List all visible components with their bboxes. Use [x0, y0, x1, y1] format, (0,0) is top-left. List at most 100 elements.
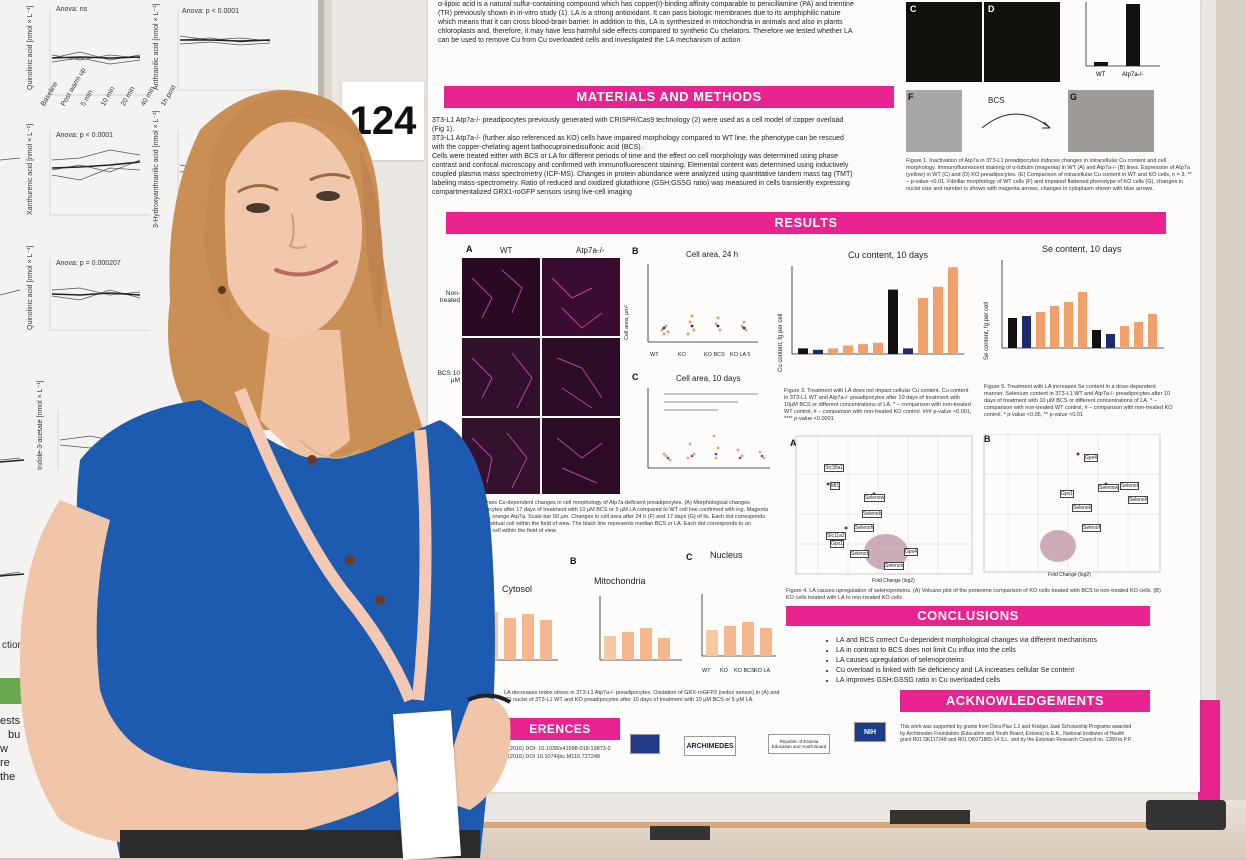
- se-bar: [1036, 312, 1045, 348]
- cell-magenta-strokes: [471, 269, 603, 489]
- cu-bar: [798, 348, 808, 354]
- materials-line: 3T3-L1 Atp7a-/- preadipocytes previously…: [432, 117, 844, 124]
- volcano-gene-label: Selenok: [862, 510, 883, 518]
- hair-front: [204, 91, 366, 320]
- redox-cat: KO LA: [754, 668, 771, 674]
- cu-bar: [933, 286, 943, 354]
- volcano-gene-label: Selenow: [1098, 484, 1120, 492]
- lanyard-left: [234, 387, 416, 703]
- board-foot: [650, 826, 710, 840]
- se-bar: [1050, 306, 1059, 348]
- redox-charts: [481, 594, 776, 661]
- redox-cat: KO: [720, 668, 728, 674]
- se-bar: [1022, 316, 1031, 348]
- fig3-caption: Figure 3. Treatment with LA does not imp…: [784, 388, 972, 422]
- left-graph-title: Anova: ns: [56, 6, 88, 13]
- se-bar: [1148, 314, 1157, 348]
- cu-bar: [873, 342, 883, 354]
- materials-line: with the copper-chelating agent bathocup…: [432, 144, 643, 151]
- cat-label: KO: [678, 352, 686, 358]
- redox-bar: [504, 618, 516, 660]
- panel-label: D: [988, 4, 995, 14]
- volcano-gene-label: Selenot: [1120, 482, 1139, 490]
- bcs-label: BCS: [988, 96, 1005, 105]
- cu-bar: [903, 348, 913, 354]
- cu-content-chart: [791, 266, 964, 355]
- bar-wt: [1094, 62, 1108, 66]
- intro-line: can be used to remove Cu from Cu overloa…: [438, 37, 741, 44]
- left-eye: [246, 203, 270, 213]
- panel-label: B: [570, 556, 577, 566]
- panel-label: A: [466, 244, 473, 254]
- left-arm: [19, 500, 401, 847]
- ack-line: by Archimedes Foundation (Education and …: [900, 730, 1125, 737]
- row-label-bcs: BCS 10 µM: [437, 370, 460, 384]
- volcano-gene-label: Gpx4: [1084, 454, 1098, 462]
- materials-header: MATERIALS AND METHODS: [444, 86, 894, 108]
- bar-ko: [1126, 4, 1140, 66]
- materials-line: coupled plasma mass spectrometry (ICP-MS…: [432, 171, 853, 178]
- estonia-logo: Republic of Estonia Education and Youth …: [768, 734, 830, 754]
- board-foot: [890, 810, 970, 824]
- redox-bar: [604, 636, 616, 660]
- cu-bar: [948, 267, 958, 354]
- left-fragment: ction of: [2, 640, 35, 651]
- left-fragment: bu: [8, 729, 21, 741]
- references-header: ERENCES: [500, 718, 620, 740]
- se-bar: [1008, 318, 1017, 348]
- redox-title: Mitochondria: [594, 576, 646, 586]
- intro-line: chloroplasts and, therefore, it may have…: [438, 28, 853, 35]
- ack-line: grant R01 DK117248 and R01 DK071865-14 S…: [900, 737, 1132, 743]
- cu-content-mini-chart: WT Atp7a-/-: [1085, 2, 1160, 78]
- bcs-arrow-icon: [981, 113, 1051, 129]
- volcano-gene-label: Selenoh: [854, 524, 875, 532]
- panel-label: C: [632, 372, 639, 382]
- fig4-caption: Figure 4. LA causes upregulation of sele…: [786, 588, 1161, 601]
- conclusions-list: LA and BCS correct Cu-dependent morpholo…: [826, 636, 1166, 686]
- volcano-gene-label: Selenow: [864, 494, 886, 502]
- cu-bar: [843, 345, 853, 354]
- panel-label: B: [632, 246, 639, 256]
- volcano-gene-label: Slc11a2: [826, 532, 846, 540]
- necklace: [299, 439, 361, 459]
- panel-label: C: [686, 552, 693, 562]
- cell-area-10-title: Cell area, 10 days: [676, 374, 741, 383]
- micro-panel-c: [906, 2, 982, 82]
- micro-image: [542, 418, 620, 494]
- panel-label: C: [910, 4, 917, 14]
- ack-line: This work was supported by grants from D…: [900, 724, 1132, 730]
- redox-bar: [522, 614, 534, 660]
- panel-label: B: [984, 434, 991, 444]
- se-bar: [1134, 322, 1143, 348]
- name-badge: [392, 710, 462, 860]
- archimedes-logo: ARCHIMEDES: [684, 736, 736, 756]
- se-bar: [1120, 326, 1129, 348]
- fig6-caption: LA decreases redox stress in 3T3-L1 Atp7…: [504, 690, 780, 703]
- redox-cat: WT: [702, 668, 711, 674]
- hair-side: [360, 150, 384, 330]
- fig2-caption: LA reverses Cu-dependent changes in cell…: [468, 500, 769, 534]
- cu-bar: [813, 349, 823, 354]
- volcano-plots: [795, 434, 1161, 575]
- cu-bar: [918, 298, 928, 354]
- panel-label: G: [1070, 92, 1078, 102]
- nih-logo: NIH: [854, 722, 886, 742]
- left-graph-title: Anova: p < 0.0001: [182, 8, 240, 15]
- volcano-gene-label: Gpx1: [1060, 490, 1074, 498]
- redox-bar: [540, 620, 552, 660]
- right-eyebrow: [309, 173, 351, 182]
- volcano-x-axis: Fold Change (log2): [1048, 572, 1091, 578]
- main-poster: α-lipoic acid is a natural sulfur-contai…: [428, 0, 1200, 792]
- se-title: Se content, 10 days: [1042, 244, 1122, 254]
- left-fragment: ests: [0, 715, 21, 727]
- panel-label: A: [790, 438, 797, 448]
- volcano-gene-label: Selenot: [850, 550, 869, 558]
- se-bar: [1078, 292, 1087, 348]
- pink-strip: [1198, 700, 1220, 810]
- col-label-ko: Atp7a-/-: [576, 246, 605, 255]
- blue-shirt: [76, 400, 496, 858]
- intro-line: α-lipoic acid is a natural sulfur-contai…: [438, 1, 854, 8]
- earring: [218, 286, 226, 294]
